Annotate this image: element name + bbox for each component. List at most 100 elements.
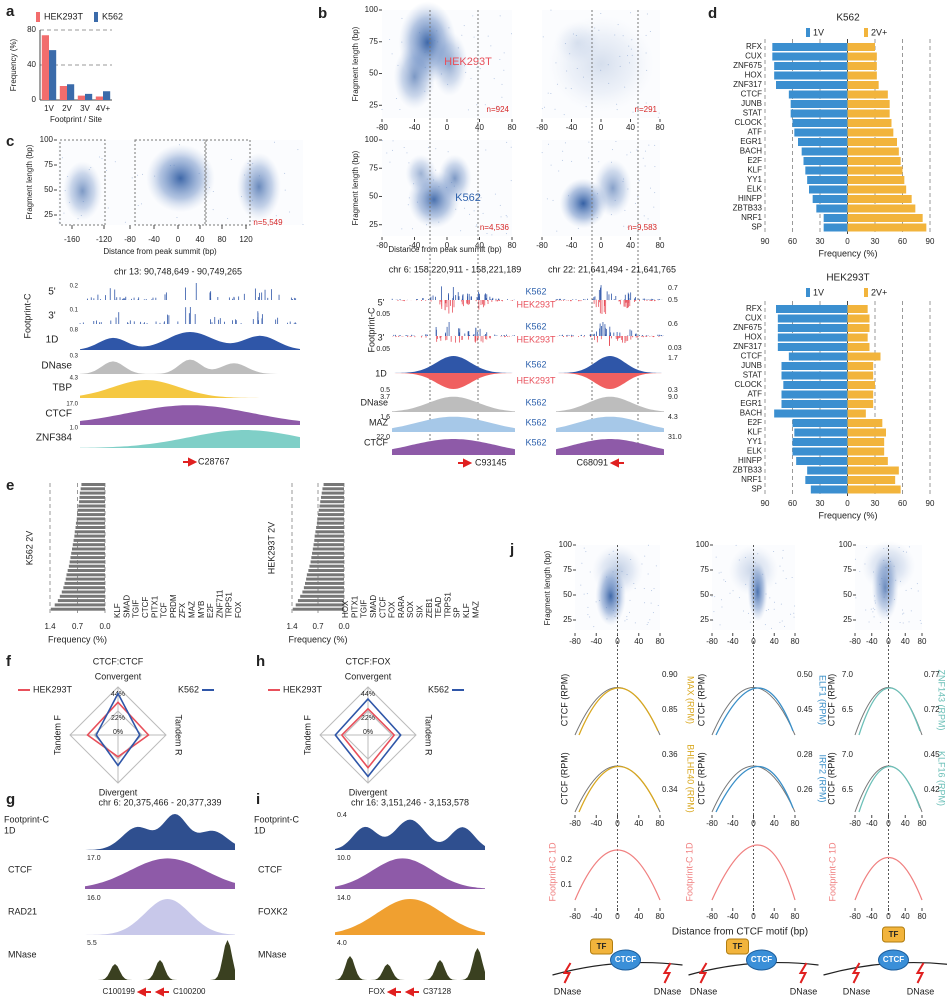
label: Frequency (%) (818, 248, 877, 258)
tick-label: 0.77 (924, 670, 940, 679)
bar (788, 352, 848, 361)
density-dot (399, 109, 401, 111)
label: chr 6: 20,375,466 - 20,377,339 (98, 797, 221, 807)
signal-track (392, 373, 515, 389)
bar (776, 81, 848, 89)
label: C100199 (103, 987, 136, 996)
signal-track (85, 899, 235, 935)
category-label: RFX (746, 42, 763, 51)
panel-letter: c (6, 133, 14, 150)
x-tick-label: -80 (706, 912, 718, 921)
label: Frequency (%) (9, 38, 18, 91)
category-label: JUNB (741, 361, 762, 370)
density-dot (645, 102, 647, 104)
density-dot (773, 550, 775, 552)
density-dot (899, 622, 901, 624)
bar (54, 603, 105, 607)
category-label: CUX (745, 51, 763, 60)
density-dot (893, 565, 895, 567)
bar (847, 62, 877, 70)
density-dot (543, 106, 545, 108)
bar (777, 343, 848, 351)
density-dot (67, 176, 69, 178)
direction-arrow (609, 458, 624, 468)
profile-curve (711, 765, 796, 813)
density-dot (889, 560, 891, 562)
motif-label: MAZ (471, 601, 480, 618)
footprint-curve (854, 857, 923, 901)
density-dot (793, 612, 795, 614)
density-dot (630, 151, 632, 153)
legend-label: 1V (813, 27, 824, 37)
density-dot (637, 196, 639, 198)
motif-label: KLF (462, 603, 471, 618)
density-dot (565, 87, 567, 89)
label: FOX (369, 987, 386, 996)
density-dot (747, 612, 749, 614)
bar (312, 547, 344, 551)
density-dot (735, 544, 737, 546)
density-dot (651, 590, 653, 592)
x-tick-label: -80 (376, 123, 388, 132)
density-dot (593, 626, 595, 628)
bar (320, 495, 344, 499)
density-dot (652, 612, 654, 614)
signal-track (85, 814, 235, 850)
legend-swatch (806, 288, 810, 297)
label: 1D (254, 825, 266, 835)
density-dot (566, 70, 568, 72)
density-dot (624, 620, 626, 622)
bar (847, 71, 877, 80)
density-dot (407, 204, 409, 206)
density-dot (488, 227, 490, 229)
tick-label: 0.36 (662, 750, 678, 759)
x-tick-label: -80 (569, 819, 581, 828)
tick-label: 0.85 (662, 705, 678, 714)
x-tick-label: -40 (590, 637, 602, 646)
signal-track (335, 948, 485, 980)
density-dot (725, 580, 727, 582)
density-dot (424, 66, 426, 68)
density-dot (577, 227, 579, 229)
profile-curve (715, 765, 794, 813)
tick-label: 7.0 (842, 670, 854, 679)
track-label: RAD21 (8, 906, 37, 916)
density-dot (550, 9, 552, 11)
bar (81, 483, 105, 486)
density-dot (638, 180, 640, 182)
density-dot (561, 159, 563, 161)
density-dot (572, 33, 574, 35)
category-label: HINFP (738, 456, 762, 465)
scale-label: 1.0 (70, 426, 79, 432)
x-tick-label: -40 (590, 912, 602, 921)
label: Distance from peak summit (bp) (103, 247, 217, 256)
category-label: YY1 (747, 437, 763, 446)
density-dot (732, 590, 734, 592)
x-tick-label: -40 (866, 819, 878, 828)
label: BHLHE40 (RPM) (686, 744, 696, 813)
bar (847, 390, 874, 399)
x-tick-label: 0 (886, 912, 891, 921)
scale-label: 0.6 (668, 321, 678, 328)
density-dot (80, 214, 82, 216)
bar (847, 362, 874, 370)
scale-label: 3.7 (380, 394, 390, 401)
bar (316, 521, 344, 525)
density-dot (491, 234, 493, 236)
scale-label: 4.0 (337, 940, 347, 947)
x-tick-label: 40 (901, 912, 910, 921)
density-dot (176, 217, 178, 219)
bar (847, 438, 885, 446)
density-dot (467, 194, 469, 196)
label: Footprint / Site (50, 115, 103, 124)
density-dot (90, 167, 92, 169)
scale-label: 4.3 (668, 414, 678, 421)
motif-label: KLF (113, 603, 122, 618)
x-tick-label: 80 (656, 241, 665, 250)
density-dot (894, 598, 896, 600)
density-dot (655, 565, 657, 567)
scale-label: 10.0 (337, 855, 351, 862)
density-dot (416, 201, 418, 203)
density-dot (493, 78, 495, 80)
track-label: MNase (258, 949, 287, 959)
